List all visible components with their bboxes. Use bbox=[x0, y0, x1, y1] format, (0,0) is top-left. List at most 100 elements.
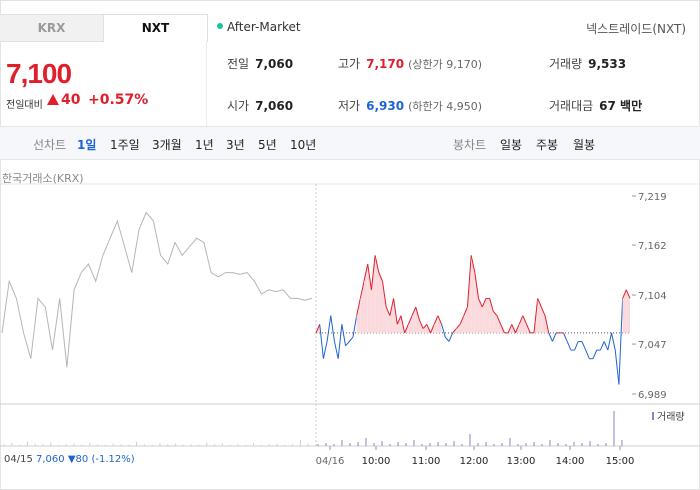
tab-nxt[interactable]: NXT bbox=[104, 14, 208, 42]
series-segment bbox=[459, 315, 465, 325]
series-previous-session bbox=[1, 211, 313, 368]
period-1y[interactable]: 1년 bbox=[195, 138, 214, 152]
stat-limit: (하한가 4,950) bbox=[408, 100, 482, 113]
area-segment bbox=[423, 324, 427, 333]
candle-daily[interactable]: 일봉 bbox=[500, 138, 523, 152]
area-segment bbox=[371, 255, 376, 333]
series-segment bbox=[378, 272, 383, 282]
series-segment bbox=[433, 315, 439, 325]
series-segment bbox=[614, 350, 620, 385]
series-segment bbox=[452, 328, 457, 334]
series-segment bbox=[526, 324, 531, 334]
area-segment bbox=[360, 281, 365, 333]
stat-label: 고가 bbox=[338, 57, 361, 71]
series-segment bbox=[374, 255, 380, 273]
series-segment bbox=[463, 306, 468, 316]
period-1w[interactable]: 1주일 bbox=[110, 138, 140, 152]
session-dot-icon bbox=[217, 23, 223, 29]
stat-label: 시가 bbox=[227, 99, 250, 113]
series-segment bbox=[492, 311, 498, 316]
area-segment bbox=[408, 315, 413, 333]
series-segment bbox=[522, 315, 528, 325]
series-segment bbox=[548, 332, 553, 342]
area-segment bbox=[378, 272, 383, 333]
series-segment bbox=[444, 336, 450, 342]
series-segment bbox=[511, 324, 516, 334]
period-3m[interactable]: 3개월 bbox=[152, 138, 182, 152]
stat-amount: 거래대금 67 백만 bbox=[549, 97, 642, 114]
stat-value: 9,533 bbox=[588, 57, 627, 71]
series-segment bbox=[404, 324, 409, 334]
series-segment bbox=[574, 341, 579, 351]
area-segment bbox=[415, 307, 420, 333]
series-segment bbox=[330, 315, 335, 342]
stat-open: 시가 7,060 bbox=[227, 97, 293, 114]
series-segment bbox=[581, 341, 587, 351]
divider bbox=[206, 42, 207, 126]
area-segment bbox=[386, 307, 390, 333]
area-segment bbox=[622, 289, 627, 333]
series-segment bbox=[470, 255, 476, 273]
series-segment bbox=[411, 306, 417, 316]
area-segment bbox=[478, 298, 483, 333]
series-segment bbox=[400, 315, 406, 333]
series-segment bbox=[500, 324, 505, 334]
series-segment bbox=[496, 315, 502, 325]
period-5y[interactable]: 5년 bbox=[258, 138, 277, 152]
stat-prev-close: 전일 7,060 bbox=[227, 55, 293, 72]
tab-krx[interactable]: KRX bbox=[0, 14, 104, 42]
stat-label: 전일 bbox=[227, 57, 250, 71]
area-segment bbox=[497, 315, 501, 333]
stat-value: 7,170 bbox=[366, 57, 405, 71]
y-tick-label: 6,989 bbox=[638, 390, 667, 401]
series-segment bbox=[370, 255, 376, 290]
series-segment bbox=[367, 263, 372, 290]
series-segment bbox=[441, 324, 446, 338]
area-segment bbox=[456, 324, 461, 333]
series-segment bbox=[489, 298, 494, 312]
series-segment bbox=[333, 341, 339, 359]
series-segment bbox=[356, 298, 361, 316]
candle-chart-label: 봉차트 bbox=[453, 138, 487, 152]
session-label: After-Market bbox=[227, 20, 301, 34]
area-segment bbox=[460, 315, 464, 333]
y-tick-label: 7,047 bbox=[638, 340, 667, 351]
volume-legend-icon bbox=[652, 412, 654, 420]
period-10y[interactable]: 10년 bbox=[290, 138, 317, 152]
prev-day-change: 80 bbox=[75, 454, 89, 465]
change-label: 전일대비 bbox=[6, 100, 43, 111]
exchange-label: 넥스트레이드(NXT) bbox=[586, 22, 686, 36]
x-tick-label: 15:00 bbox=[606, 456, 635, 467]
candle-monthly[interactable]: 월봉 bbox=[573, 138, 596, 152]
stat-value: 6,930 bbox=[366, 99, 405, 113]
x-tick-label: 11:00 bbox=[412, 456, 441, 467]
series-segment bbox=[396, 315, 402, 325]
period-3y[interactable]: 3년 bbox=[226, 138, 245, 152]
candle-weekly[interactable]: 주봉 bbox=[536, 138, 559, 152]
series-segment bbox=[515, 324, 520, 334]
area-segment bbox=[375, 255, 379, 333]
series-segment bbox=[359, 281, 365, 299]
stat-value: 67 백만 bbox=[599, 99, 643, 113]
y-tick-label: 7,162 bbox=[638, 241, 667, 252]
series-segment bbox=[518, 315, 524, 325]
series-segment bbox=[544, 315, 550, 333]
period-1d[interactable]: 1일 bbox=[77, 138, 97, 152]
stat-volume: 거래량 9,533 bbox=[549, 55, 626, 72]
series-segment bbox=[540, 306, 546, 316]
series-segment bbox=[389, 298, 395, 316]
series-segment bbox=[315, 324, 321, 334]
stat-low: 저가 6,930 (하한가 4,950) bbox=[338, 97, 482, 114]
stat-value: 7,060 bbox=[255, 57, 294, 71]
line-chart-label: 선차트 bbox=[33, 138, 67, 152]
stat-high: 고가 7,170 (상한가 9,170) bbox=[338, 55, 482, 72]
series-segment bbox=[585, 349, 590, 359]
series-segment bbox=[537, 298, 542, 308]
series-segment bbox=[407, 315, 413, 325]
series-segment bbox=[603, 341, 609, 351]
area-segment bbox=[434, 315, 438, 333]
y-tick-label: 7,219 bbox=[638, 192, 667, 203]
series-segment bbox=[478, 298, 483, 308]
x-tick-label: 04/16 bbox=[316, 456, 345, 467]
stat-label: 거래대금 bbox=[549, 99, 594, 113]
